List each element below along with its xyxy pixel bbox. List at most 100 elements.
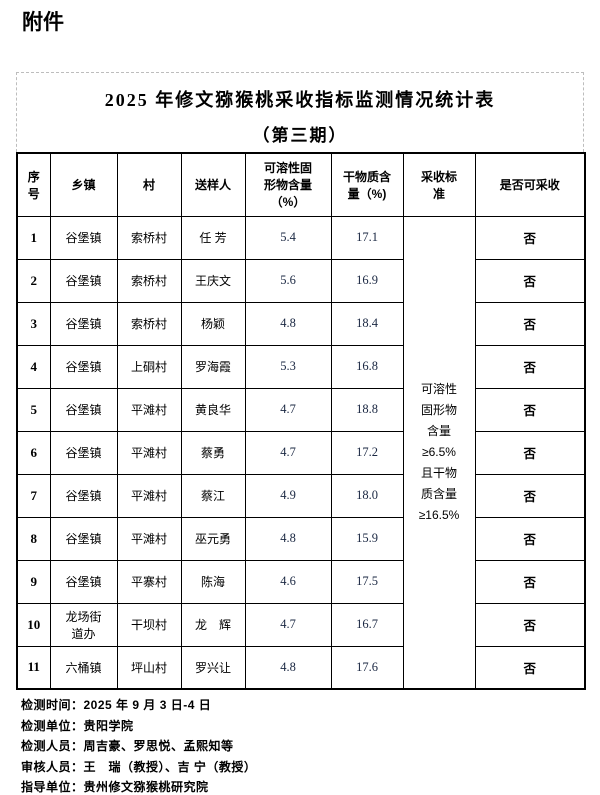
- cell-soluble-solids: 4.7: [244, 387, 332, 432]
- cell-harvestable: 否: [474, 344, 586, 389]
- cell-soluble-solids: 5.4: [244, 215, 332, 260]
- cell-dry-matter: 18.8: [330, 387, 404, 432]
- cell-submitter: 任 芳: [180, 215, 246, 260]
- cell-submitter: 蔡江: [180, 473, 246, 518]
- cell-submitter: 罗兴让: [180, 645, 246, 690]
- table-row: 4 谷堡镇 上硐村 罗海霞 5.3 16.8 否: [16, 344, 586, 389]
- col-header-village: 村: [116, 152, 182, 217]
- cell-township: 谷堡镇: [49, 516, 118, 561]
- table-row: 9 谷堡镇 平寨村 陈海 4.6 17.5 否: [16, 559, 586, 604]
- table-row: 10 龙场街道办 干坝村 龙 辉 4.7 16.7 否: [16, 602, 586, 647]
- cell-submitter: 杨颖: [180, 301, 246, 346]
- cell-soluble-solids: 4.8: [244, 516, 332, 561]
- cell-no: 9: [16, 559, 51, 604]
- col-header-no: 序号: [16, 152, 51, 217]
- cell-no: 5: [16, 387, 51, 432]
- col-header-soluble-solids: 可溶性固形物含量（%）: [244, 152, 332, 217]
- cell-submitter: 罗海霞: [180, 344, 246, 389]
- footer-line-review-personnel: 审核人员：王 瑞（教授）、吉 宁（教授）: [21, 759, 257, 774]
- cell-submitter: 巫元勇: [180, 516, 246, 561]
- cell-village: 平滩村: [116, 387, 182, 432]
- cell-village: 索桥村: [116, 301, 182, 346]
- cell-township: 谷堡镇: [49, 344, 118, 389]
- footer-line-test-time: 检测时间：2025 年 9 月 3 日-4 日: [21, 698, 212, 712]
- cell-submitter: 蔡勇: [180, 430, 246, 475]
- cell-township: 谷堡镇: [49, 258, 118, 303]
- col-header-dry-matter: 干物质含量（%): [330, 152, 404, 217]
- footer-line-test-unit: 检测单位：贵阳学院: [21, 718, 134, 733]
- cell-no: 8: [16, 516, 51, 561]
- statistics-sheet: 2025 年修文猕猴桃采收指标监测情况统计表 （第三期） 序号 乡镇 村 送样人…: [16, 72, 586, 690]
- footer-line-test-personnel: 检测人员：周吉豪、罗思悦、孟熙知等: [21, 739, 234, 753]
- cell-harvestable: 否: [474, 258, 586, 303]
- cell-soluble-solids: 4.8: [244, 645, 332, 690]
- cell-harvestable: 否: [474, 602, 586, 647]
- cell-submitter: 王庆文: [180, 258, 246, 303]
- cell-village: 索桥村: [116, 215, 182, 260]
- cell-township: 谷堡镇: [49, 215, 118, 260]
- cell-no: 6: [16, 430, 51, 475]
- cell-dry-matter: 17.5: [330, 559, 404, 604]
- table-row: 3 谷堡镇 索桥村 杨颖 4.8 18.4 否: [16, 301, 586, 346]
- cell-township: 龙场街道办: [49, 602, 118, 647]
- cell-no: 3: [16, 301, 51, 346]
- cell-township: 谷堡镇: [49, 473, 118, 518]
- footer-notes: 检测时间：2025 年 9 月 3 日-4 日 检测单位：贵阳学院 检测人员：周…: [21, 695, 256, 795]
- cell-no: 11: [16, 645, 51, 690]
- harvest-standard-cell: 可溶性固形物含量≥6.5%且干物质含量≥16.5%: [402, 215, 476, 690]
- cell-harvestable: 否: [474, 387, 586, 432]
- cell-no: 4: [16, 344, 51, 389]
- cell-village: 平滩村: [116, 430, 182, 475]
- cell-township: 六桶镇: [49, 645, 118, 690]
- cell-submitter: 龙 辉: [180, 602, 246, 647]
- cell-no: 1: [16, 215, 51, 260]
- cell-harvestable: 否: [474, 473, 586, 518]
- cell-soluble-solids: 4.7: [244, 602, 332, 647]
- cell-dry-matter: 16.8: [330, 344, 404, 389]
- table-row: 11 六桶镇 坪山村 罗兴让 4.8 17.6 否: [16, 645, 586, 690]
- cell-soluble-solids: 5.3: [244, 344, 332, 389]
- table-title: 2025 年修文猕猴桃采收指标监测情况统计表: [104, 90, 496, 110]
- cell-village: 坪山村: [116, 645, 182, 690]
- cell-dry-matter: 17.1: [330, 215, 404, 260]
- footer-line-guidance-unit: 指导单位：贵州修文猕猴桃研究院: [21, 780, 209, 794]
- cell-harvestable: 否: [474, 645, 586, 690]
- cell-township: 谷堡镇: [49, 301, 118, 346]
- cell-soluble-solids: 4.7: [244, 430, 332, 475]
- col-header-submitter: 送样人: [180, 152, 246, 217]
- cell-soluble-solids: 4.6: [244, 559, 332, 604]
- cell-township: 谷堡镇: [49, 387, 118, 432]
- cell-dry-matter: 18.0: [330, 473, 404, 518]
- cell-harvestable: 否: [474, 301, 586, 346]
- col-header-harvestable: 是否可采收: [474, 152, 586, 217]
- cell-soluble-solids: 4.8: [244, 301, 332, 346]
- col-header-township: 乡镇: [49, 152, 118, 217]
- table-row: 6 谷堡镇 平滩村 蔡勇 4.7 17.2 否: [16, 430, 586, 475]
- cell-township: 谷堡镇: [49, 430, 118, 475]
- cell-submitter: 陈海: [180, 559, 246, 604]
- cell-harvestable: 否: [474, 516, 586, 561]
- cell-submitter: 黄良华: [180, 387, 246, 432]
- monitoring-table: 序号 乡镇 村 送样人 可溶性固形物含量（%） 干物质含量（%) 采收标准 是否…: [16, 152, 586, 690]
- cell-village: 平滩村: [116, 473, 182, 518]
- table-row: 8 谷堡镇 平滩村 巫元勇 4.8 15.9 否: [16, 516, 586, 561]
- table-row: 2 谷堡镇 索桥村 王庆文 5.6 16.9 否: [16, 258, 586, 303]
- table-subtitle: （第三期）: [252, 126, 348, 145]
- cell-harvestable: 否: [474, 430, 586, 475]
- table-row: 1 谷堡镇 索桥村 任 芳 5.4 17.1 可溶性固形物含量≥6.5%且干物质…: [16, 215, 586, 690]
- cell-village: 上硐村: [116, 344, 182, 389]
- cell-village: 干坝村: [116, 602, 182, 647]
- cell-dry-matter: 18.4: [330, 301, 404, 346]
- cell-soluble-solids: 5.6: [244, 258, 332, 303]
- col-header-harvest-standard: 采收标准: [402, 152, 476, 217]
- cell-village: 平寨村: [116, 559, 182, 604]
- cell-village: 平滩村: [116, 516, 182, 561]
- table-title-block: 2025 年修文猕猴桃采收指标监测情况统计表 （第三期）: [16, 72, 584, 152]
- cell-township: 谷堡镇: [49, 559, 118, 604]
- cell-village: 索桥村: [116, 258, 182, 303]
- cell-dry-matter: 17.2: [330, 430, 404, 475]
- cell-dry-matter: 16.9: [330, 258, 404, 303]
- cell-dry-matter: 15.9: [330, 516, 404, 561]
- cell-dry-matter: 16.7: [330, 602, 404, 647]
- cell-no: 7: [16, 473, 51, 518]
